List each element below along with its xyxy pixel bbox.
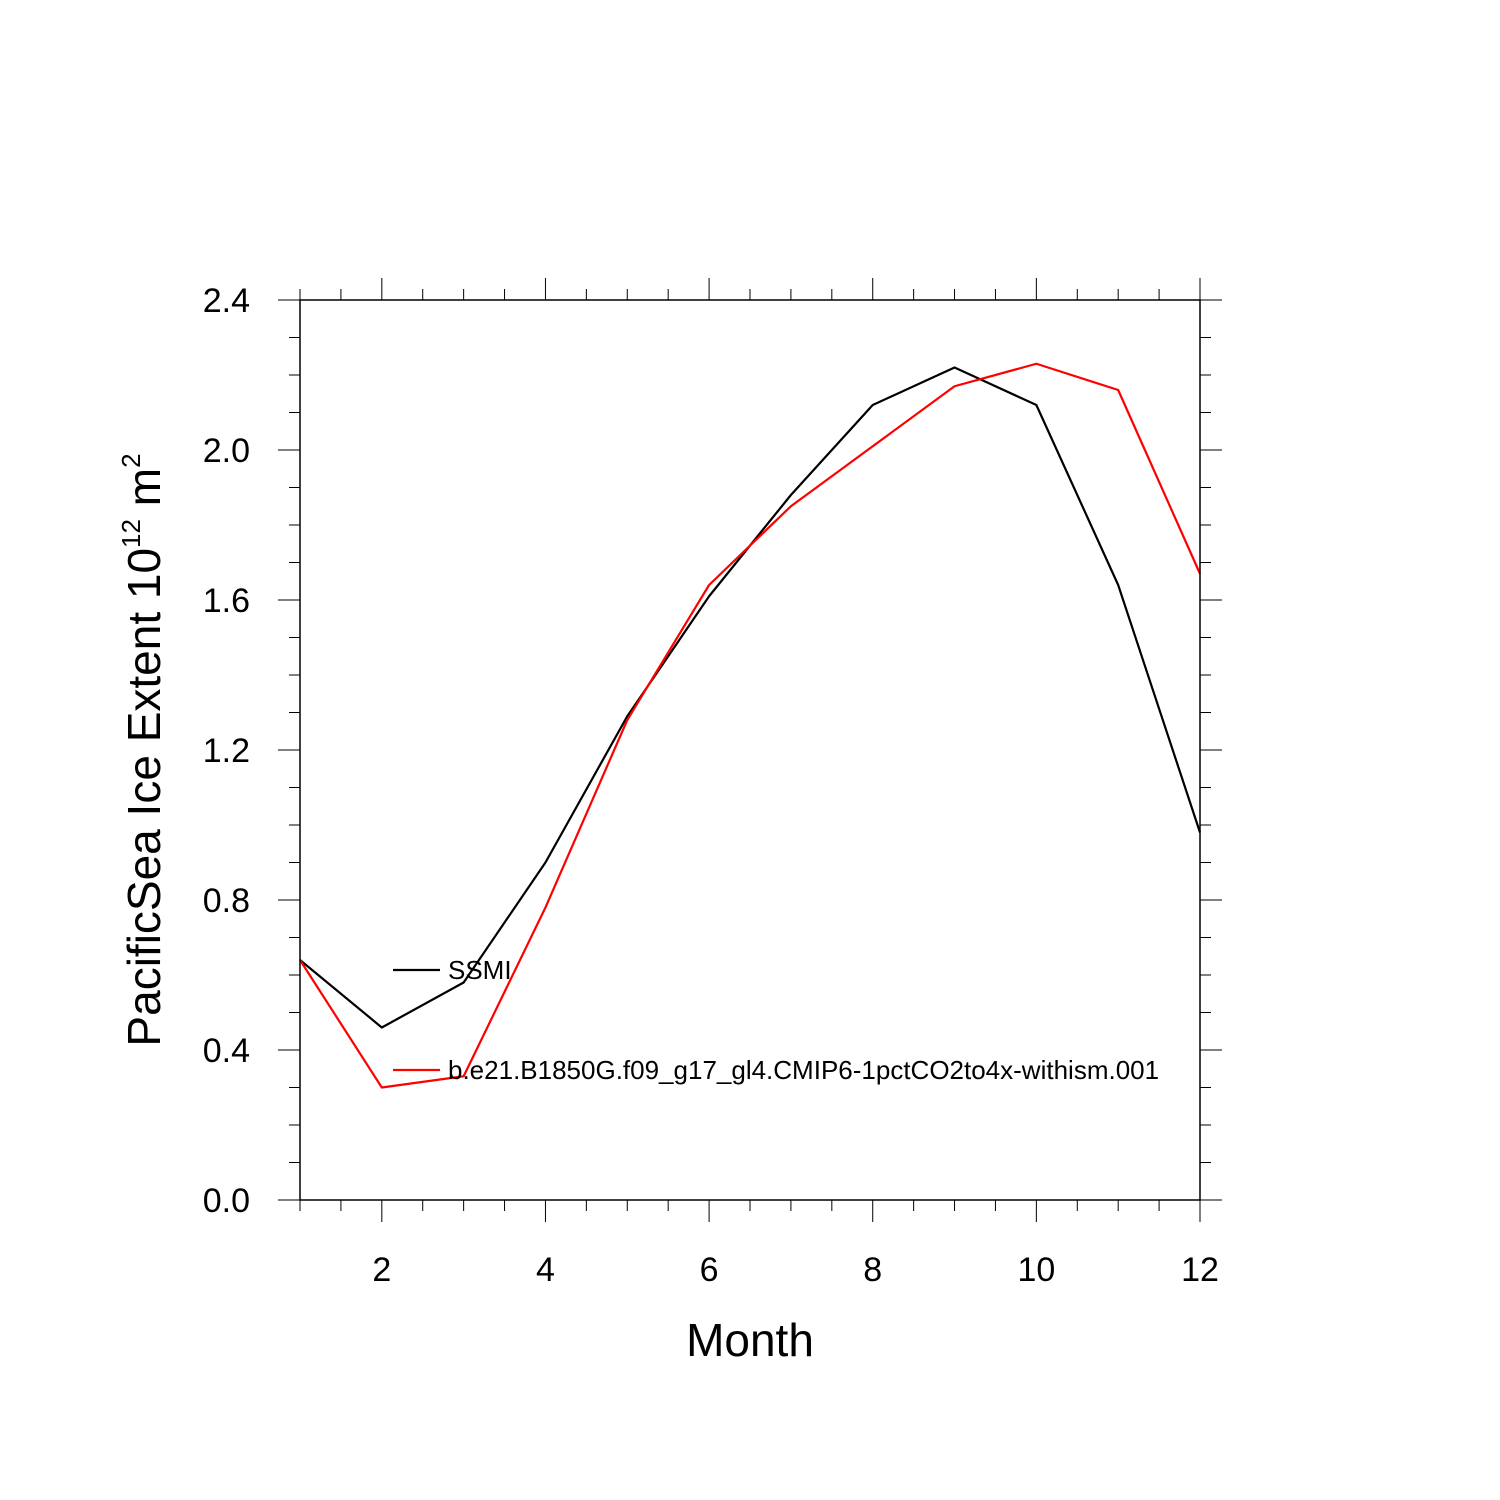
series-line-model xyxy=(299,362,1202,1089)
y-axis-title-unit-exponent: 2 xyxy=(116,453,146,467)
legend-label: SSMI xyxy=(448,955,512,985)
series-lines xyxy=(299,362,1202,1089)
legend: SSMI b.e21.B1850G.f09_g17_gl4.CMIP6-1pctC… xyxy=(393,955,1159,1085)
x-tick-label: 6 xyxy=(700,1251,719,1289)
series-line-ssmi xyxy=(299,366,1202,1029)
x-tick-label: 4 xyxy=(536,1251,555,1289)
x-tick-label: 8 xyxy=(863,1251,882,1289)
y-axis-title-text: PacificSea Ice Extent 10 xyxy=(118,548,170,1047)
x-tick-label: 2 xyxy=(372,1251,391,1289)
x-tick-label: 10 xyxy=(1017,1251,1055,1289)
y-axis-title-unit: m xyxy=(118,468,170,519)
legend-label: b.e21.B1850G.f09_g17_gl4.CMIP6-1pctCO2to… xyxy=(448,1055,1159,1085)
x-axis-title: Month xyxy=(686,1314,814,1366)
y-tick-label: 0.4 xyxy=(203,1032,250,1070)
y-axis-title-exponent: 12 xyxy=(116,519,146,548)
axis-ticks xyxy=(278,278,1222,1222)
tick-labels: 2 4 6 8 10 12 0.0 0.4 0.8 1.2 1.6 2.0 2.4 xyxy=(203,282,1219,1289)
y-tick-label: 0.0 xyxy=(203,1182,250,1220)
x-tick-label: 12 xyxy=(1181,1251,1219,1289)
y-tick-label: 1.6 xyxy=(203,582,250,620)
plot-frame xyxy=(299,299,1201,1201)
y-axis-title: PacificSea Ice Extent 1012 m2 xyxy=(116,453,170,1046)
y-tick-label: 0.8 xyxy=(203,882,250,920)
y-tick-label: 2.4 xyxy=(203,282,250,320)
y-tick-label: 2.0 xyxy=(203,432,250,470)
y-tick-label: 1.2 xyxy=(203,732,250,770)
